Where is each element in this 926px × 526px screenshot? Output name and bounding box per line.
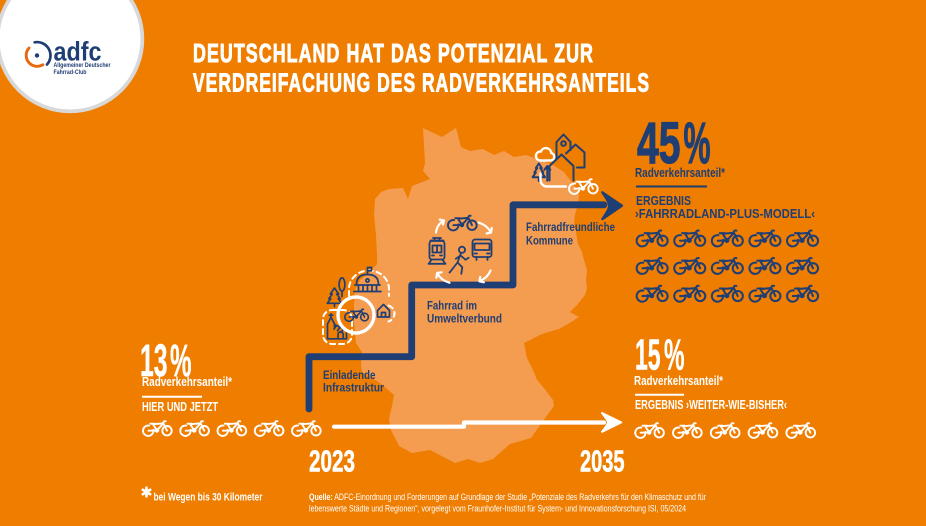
svg-text:13: 13 (140, 335, 168, 386)
svg-text:Fahrrad-Club: Fahrrad-Club (54, 69, 87, 76)
svg-text:%: % (684, 111, 711, 176)
svg-text:bei Wegen bis 30 Kilometer: bei Wegen bis 30 Kilometer (154, 492, 264, 504)
svg-text:Kommune: Kommune (526, 234, 573, 248)
svg-text:2035: 2035 (580, 445, 625, 479)
svg-text:VERDREIFACHUNG DES RADVERKEHRS: VERDREIFACHUNG DES RADVERKEHRSANTEILS (193, 70, 650, 98)
svg-text:Allgemeiner Deutscher: Allgemeiner Deutscher (54, 62, 111, 69)
svg-text:15: 15 (635, 331, 661, 380)
svg-text:Fahrradfreundliche: Fahrradfreundliche (526, 220, 615, 234)
svg-text:ERGEBNIS ›WEITER-WIE-BISHER‹: ERGEBNIS ›WEITER-WIE-BISHER‹ (635, 397, 787, 412)
svg-text:%: % (170, 335, 192, 386)
svg-text:%: % (664, 331, 685, 380)
svg-text:ERGEBNIS: ERGEBNIS (636, 193, 691, 208)
svg-text:HIER UND JETZT: HIER UND JETZT (142, 399, 218, 414)
svg-text:Quelle: ADFC-Einordnung und Fo: Quelle: ADFC-Einordnung und Forderungen … (309, 492, 706, 502)
svg-text:lebenswerte Städte und Regione: lebenswerte Städte und Regionen“, vorgel… (309, 504, 686, 514)
svg-text:Radverkehrsanteil*: Radverkehrsanteil* (635, 165, 725, 180)
svg-text:Umweltverbund: Umweltverbund (427, 312, 502, 326)
svg-text:›FAHRRADLAND-PLUS-MODELL‹: ›FAHRRADLAND-PLUS-MODELL‹ (635, 206, 815, 221)
svg-text:45: 45 (637, 111, 681, 176)
svg-text:Infrastruktur: Infrastruktur (323, 381, 384, 395)
svg-text:Einladende: Einladende (323, 368, 376, 382)
svg-text:adfc: adfc (54, 37, 102, 67)
svg-text:Fahrrad im: Fahrrad im (427, 299, 477, 313)
svg-text:Radverkehrsanteil*: Radverkehrsanteil* (142, 374, 232, 389)
svg-text:Radverkehrsanteil*: Radverkehrsanteil* (634, 373, 723, 388)
svg-text:2023: 2023 (309, 445, 355, 479)
svg-text:DEUTSCHLAND HAT DAS POTENZIAL: DEUTSCHLAND HAT DAS POTENZIAL ZUR (193, 40, 594, 68)
